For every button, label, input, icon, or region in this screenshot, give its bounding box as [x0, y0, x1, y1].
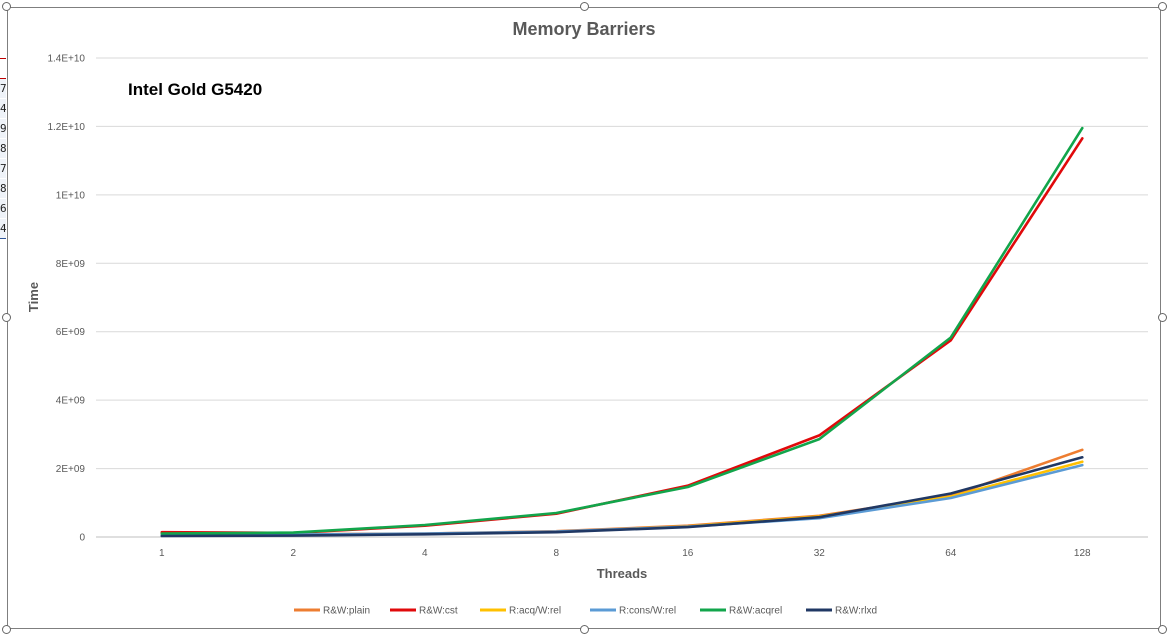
sheet-row-fragment: 6: [0, 199, 6, 218]
chart-annotation: Intel Gold G5420: [128, 80, 262, 99]
x-tick-label: 2: [290, 548, 296, 559]
series-line[interactable]: [160, 137, 1084, 535]
sheet-row-fragment: 4: [0, 219, 6, 238]
x-tick-label: 128: [1074, 548, 1091, 559]
x-tick-label: 64: [945, 548, 957, 559]
y-tick-label: 1.4E+10: [47, 54, 85, 65]
resize-handle-top[interactable]: [580, 2, 589, 11]
y-tick-label: 6E+09: [56, 327, 86, 338]
sheet-row-fragment: 9: [0, 119, 6, 138]
x-axis-label: Threads: [597, 566, 648, 581]
y-tick-label: 4E+09: [56, 396, 86, 407]
x-tick-label: 32: [814, 548, 826, 559]
series-line[interactable]: [160, 448, 1084, 536]
chart-title: Memory Barriers: [512, 19, 655, 39]
y-tick-label: 2E+09: [56, 464, 86, 475]
sheet-border-red: [0, 58, 6, 59]
x-tick-label: 1: [159, 548, 165, 559]
y-tick-label: 8E+09: [56, 259, 86, 270]
y-axis-label: Time: [26, 282, 41, 312]
x-tick-label: 16: [682, 548, 694, 559]
resize-handle-bottom-right[interactable]: [1158, 625, 1167, 634]
resize-handle-bottom[interactable]: [580, 625, 589, 634]
sheet-row-fragment: 7: [0, 159, 6, 178]
sheet-border-blue: [0, 238, 6, 239]
sheet-row-fragment: 7: [0, 79, 6, 98]
sheet-row-fragment: 4: [0, 99, 6, 118]
legend-entry: R:acq/W:rel: [509, 606, 561, 617]
legend-entry: R&W:plain: [323, 606, 370, 617]
x-tick-label: 4: [422, 548, 428, 559]
resize-handle-right[interactable]: [1158, 313, 1167, 322]
legend-entry: R&W:cst: [419, 606, 458, 617]
legend-entry: R:cons/W:rel: [619, 606, 676, 617]
sheet-border-red: [0, 78, 6, 79]
series-line[interactable]: [160, 126, 1084, 535]
y-tick-label: 1.2E+10: [47, 122, 85, 133]
resize-handle-top-left[interactable]: [2, 2, 11, 11]
legend-entry: R&W:acqrel: [729, 606, 782, 617]
sheet-row-fragment: 8: [0, 139, 6, 158]
legend-entry: R&W:rlxd: [835, 606, 877, 617]
chart-area[interactable]: [7, 7, 1161, 629]
resize-handle-left[interactable]: [2, 313, 11, 322]
resize-handle-top-right[interactable]: [1158, 2, 1167, 11]
x-tick-label: 8: [553, 548, 559, 559]
y-tick-label: 1E+10: [56, 190, 86, 201]
sheet-row-fragment: 8: [0, 179, 6, 198]
resize-handle-bottom-left[interactable]: [2, 625, 11, 634]
series-line[interactable]: [160, 455, 1084, 538]
y-tick-label: 0: [79, 533, 85, 544]
